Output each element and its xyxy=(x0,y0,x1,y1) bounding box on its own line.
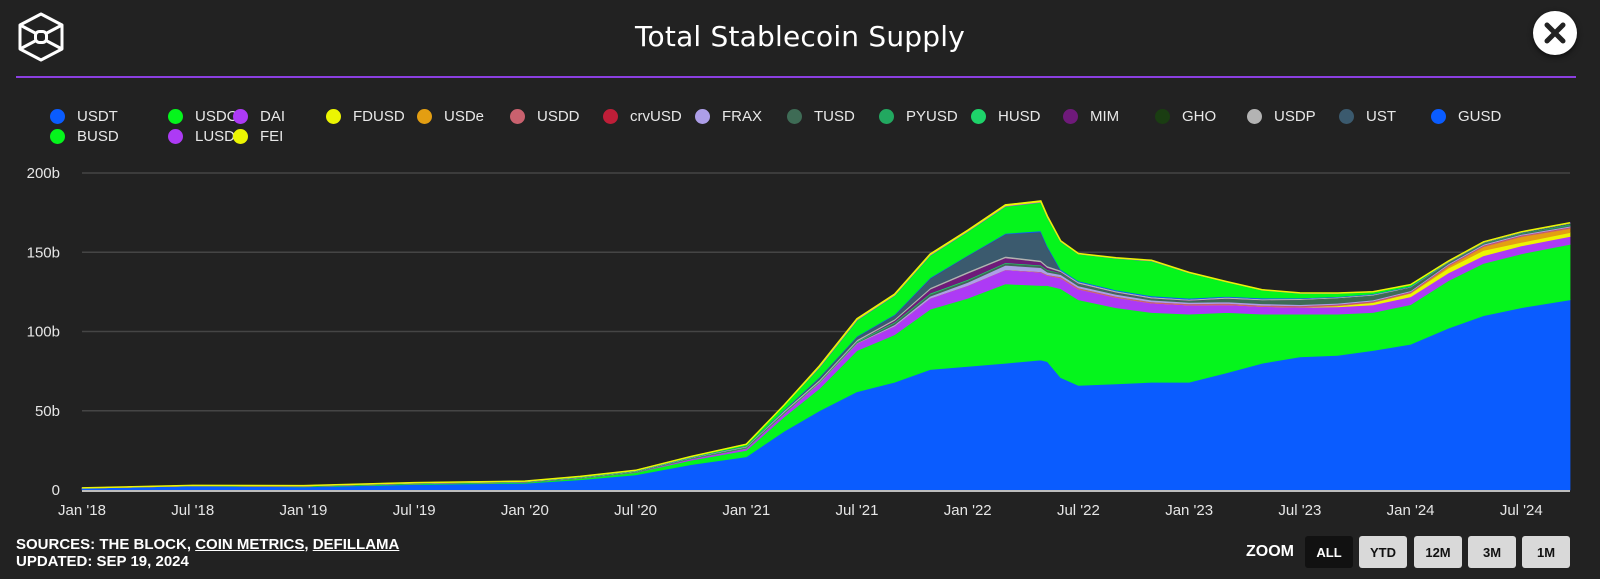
zoom-ytd-button[interactable]: YTD xyxy=(1359,536,1407,568)
x-tick-label: Jul '22 xyxy=(1057,502,1100,519)
legend-label: BUSD xyxy=(77,128,119,145)
legend-item-ust[interactable]: UST xyxy=(1339,108,1396,125)
x-tick-label: Jul '21 xyxy=(836,502,879,519)
legend-swatch xyxy=(1247,109,1262,124)
close-button[interactable] xyxy=(1533,11,1577,55)
legend-swatch xyxy=(1431,109,1446,124)
y-tick-label: 100b xyxy=(27,324,60,341)
x-tick-label: Jul '24 xyxy=(1500,502,1543,519)
legend-item-usde[interactable]: USDe xyxy=(417,108,484,125)
legend-swatch xyxy=(168,129,183,144)
legend-item-husd[interactable]: HUSD xyxy=(971,108,1041,125)
legend-label: USDe xyxy=(444,108,485,125)
x-tick-label: Jul '19 xyxy=(393,502,436,519)
legend-item-usdc[interactable]: USDC xyxy=(168,108,238,125)
coin-metrics-link[interactable]: COIN METRICS xyxy=(195,536,305,553)
legend-item-dai[interactable]: DAI xyxy=(233,108,285,125)
legend-swatch xyxy=(971,109,986,124)
legend-swatch xyxy=(168,109,183,124)
legend-swatch xyxy=(787,109,802,124)
defillama-link[interactable]: DEFILLAMA xyxy=(312,536,400,553)
legend-item-busd[interactable]: BUSD xyxy=(50,128,119,145)
x-tick-label: Jul '18 xyxy=(171,502,214,519)
legend-label: MIM xyxy=(1090,108,1120,125)
legend-label: HUSD xyxy=(998,108,1041,125)
legend-swatch xyxy=(50,109,65,124)
zoom-all-button[interactable]: ALL xyxy=(1305,536,1353,568)
stacked-area-chart: 0 50b 100b 150b 200b Jan '18 Jul '18 Jan '19 Jul… xyxy=(27,165,1571,519)
x-tick-label: Jul '23 xyxy=(1278,502,1321,519)
x-tick-label: Jan '21 xyxy=(722,502,770,519)
zoom-1m-button[interactable]: 1M xyxy=(1522,536,1570,568)
legend-swatch xyxy=(1339,109,1354,124)
zoom-12m-button[interactable]: 12M xyxy=(1414,536,1462,568)
x-tick-label: Jan '23 xyxy=(1165,502,1213,519)
legend-label: UST xyxy=(1366,108,1396,125)
page-title: Total Stablecoin Supply xyxy=(635,20,965,53)
legend-label: LUSD xyxy=(195,128,236,145)
legend-swatch xyxy=(233,109,248,124)
legend-item-usdp[interactable]: USDP xyxy=(1247,108,1316,125)
zoom-label: ZOOM xyxy=(1246,543,1294,560)
legend-label: GHO xyxy=(1182,108,1217,125)
legend-swatch xyxy=(603,109,618,124)
x-tick-label: Jan '20 xyxy=(501,502,549,519)
legend-label: USDP xyxy=(1274,108,1316,125)
legend-swatch xyxy=(50,129,65,144)
legend-label: DAI xyxy=(260,108,286,125)
legend-swatch xyxy=(1063,109,1078,124)
legend-swatch xyxy=(879,109,894,124)
sources-note: SOURCES: THE BLOCK, COIN METRICS, DEFILL… xyxy=(16,536,399,570)
y-tick-label: 200b xyxy=(27,165,60,182)
legend-label: PYUSD xyxy=(906,108,958,125)
x-tick-label: Jul '20 xyxy=(614,502,657,519)
legend-item-gusd[interactable]: GUSD xyxy=(1431,108,1501,125)
legend-item-crvusd[interactable]: crvUSD xyxy=(603,108,682,125)
legend-label: FRAX xyxy=(722,108,763,125)
cube-logo-icon xyxy=(18,12,64,62)
legend-label: USDC xyxy=(195,108,238,125)
legend-label: USDD xyxy=(537,108,580,125)
legend-item-usdt[interactable]: USDT xyxy=(50,108,118,125)
updated-date: UPDATED: SEP 19, 2024 xyxy=(16,553,189,570)
legend-item-fei[interactable]: FEI xyxy=(233,128,283,145)
total-outline xyxy=(81,200,1571,489)
legend-item-lusd[interactable]: LUSD xyxy=(168,128,235,145)
legend-label: TUSD xyxy=(814,108,855,125)
y-tick-label: 150b xyxy=(27,244,60,261)
legend-label: FEI xyxy=(260,128,284,145)
legend-item-gho[interactable]: GHO xyxy=(1155,108,1216,125)
legend-item-usdd[interactable]: USDD xyxy=(510,108,580,125)
x-tick-label: Jan '18 xyxy=(58,502,106,519)
close-icon xyxy=(1544,22,1566,44)
legend-label: crvUSD xyxy=(630,108,682,125)
zoom-3m-button[interactable]: 3M xyxy=(1468,536,1516,568)
legend-label: GUSD xyxy=(1458,108,1502,125)
legend-swatch xyxy=(510,109,525,124)
legend-swatch xyxy=(233,129,248,144)
y-tick-label: 50b xyxy=(35,403,60,420)
legend-item-fdusd[interactable]: FDUSD xyxy=(326,108,405,125)
header-divider xyxy=(16,76,1576,78)
legend-item-tusd[interactable]: TUSD xyxy=(787,108,855,125)
legend-item-frax[interactable]: FRAX xyxy=(695,108,762,125)
legend-label: FDUSD xyxy=(353,108,405,125)
x-tick-label: Jan '19 xyxy=(279,502,327,519)
sources-separator: , xyxy=(304,536,313,553)
legend-swatch xyxy=(1155,109,1170,124)
legend-swatch xyxy=(695,109,710,124)
legend-swatch xyxy=(326,109,341,124)
x-tick-label: Jan '24 xyxy=(1387,502,1435,519)
legend-label: USDT xyxy=(77,108,118,125)
y-tick-label: 0 xyxy=(52,482,60,499)
legend-swatch xyxy=(417,109,432,124)
legend-item-pyusd[interactable]: PYUSD xyxy=(879,108,958,125)
x-tick-label: Jan '22 xyxy=(944,502,992,519)
legend-item-mim[interactable]: MIM xyxy=(1063,108,1119,125)
sources-prefix: SOURCES: THE BLOCK, xyxy=(16,536,196,553)
